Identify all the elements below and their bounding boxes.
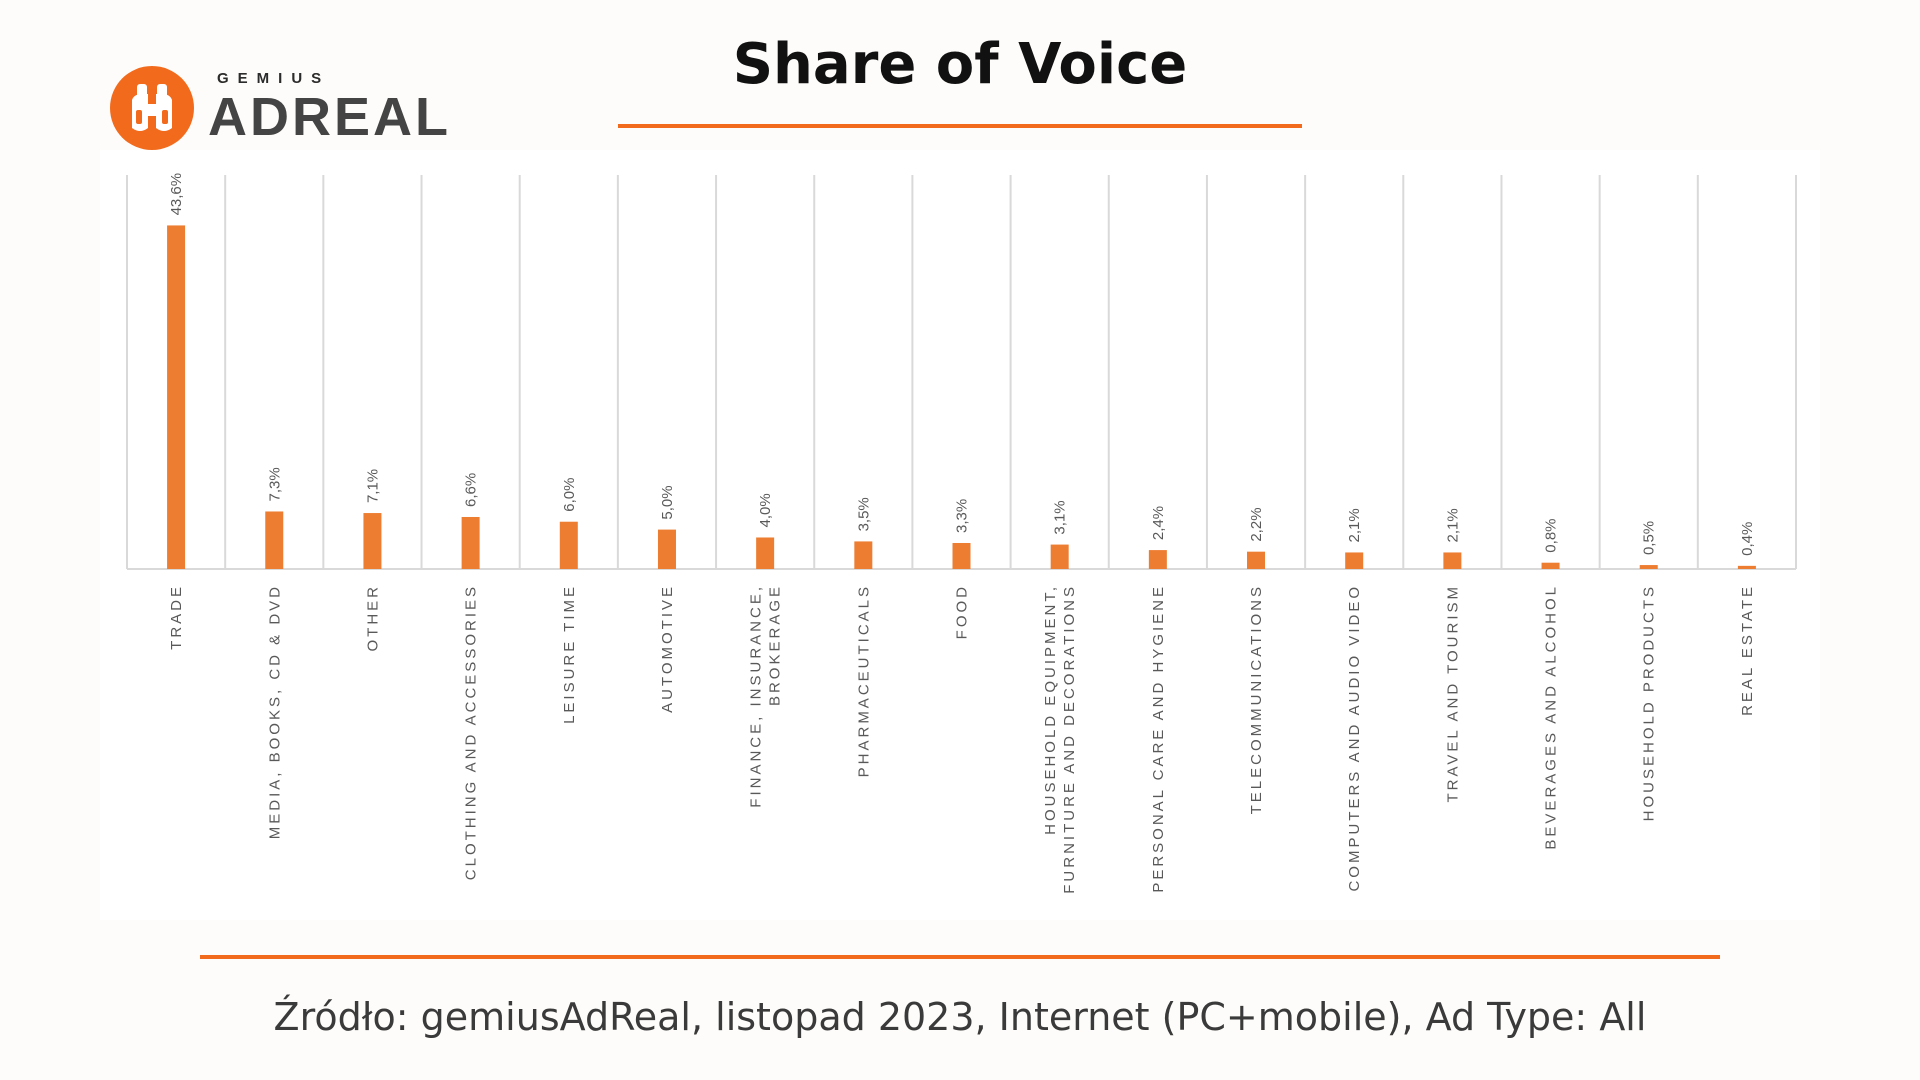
adreal-logo: GEMIUS ADREAL xyxy=(110,64,450,154)
bar xyxy=(1050,544,1069,569)
category-label: TRAVEL AND TOURISM xyxy=(1444,584,1461,802)
category-label: HOUSEHOLD PRODUCTS xyxy=(1641,584,1658,821)
data-label: 2,4% xyxy=(1150,506,1167,540)
bar xyxy=(657,529,676,569)
data-label: 2,1% xyxy=(1444,508,1461,542)
source-note: Źródło: gemiusAdReal, listopad 2023, Int… xyxy=(273,995,1647,1039)
bar xyxy=(1443,552,1462,569)
data-label: 3,3% xyxy=(954,499,971,533)
bar xyxy=(854,541,873,569)
data-label: 3,1% xyxy=(1052,500,1069,534)
category-label: BEVERAGES AND ALCOHOL xyxy=(1543,584,1560,850)
category-label: PHARMACEUTICALS xyxy=(855,584,872,777)
category-label: FINANCE, INSURANCE, xyxy=(748,584,765,808)
bar xyxy=(1247,551,1266,569)
data-label: 0,4% xyxy=(1739,522,1756,556)
share-of-voice-chart: 43,6% TRADE 7,3% MEDIA, BOOKS, CD & DVD 7,1%… xyxy=(126,173,1797,894)
bar xyxy=(461,516,480,569)
category-label: TELECOMMUNICATIONS xyxy=(1248,584,1265,814)
bar xyxy=(363,513,382,569)
data-label: 7,3% xyxy=(266,467,283,501)
category-label: TRADE xyxy=(168,584,185,650)
bar xyxy=(167,225,186,569)
logo-brand-text: ADREAL xyxy=(208,87,451,147)
bar xyxy=(1737,565,1756,569)
category-label: FURNITURE AND DECORATIONS xyxy=(1061,584,1078,894)
title-underline xyxy=(618,124,1302,128)
bar xyxy=(952,542,971,569)
bar xyxy=(756,537,775,569)
bar xyxy=(265,511,284,569)
category-label: COMPUTERS AND AUDIO VIDEO xyxy=(1346,584,1363,892)
data-label: 6,6% xyxy=(463,473,480,507)
page-title: Share of Voice xyxy=(732,32,1188,97)
bottom-divider xyxy=(200,955,1720,959)
data-label: 3,5% xyxy=(855,497,872,531)
category-label: REAL ESTATE xyxy=(1739,584,1756,716)
data-label: 43,6% xyxy=(168,173,185,216)
data-label: 4,0% xyxy=(757,493,774,527)
data-label: 6,0% xyxy=(561,478,578,512)
category-label: BROKERAGE xyxy=(767,584,784,706)
category-label: LEISURE TIME xyxy=(561,584,578,724)
category-label: CLOTHING AND ACCESSORIES xyxy=(463,584,480,880)
category-label: OTHER xyxy=(364,584,381,652)
data-label: 2,2% xyxy=(1248,507,1265,541)
data-label: 7,1% xyxy=(364,469,381,503)
data-label: 5,0% xyxy=(659,485,676,519)
logo-small-text: GEMIUS xyxy=(217,70,331,87)
binoculars-icon xyxy=(110,66,194,150)
bar xyxy=(1541,562,1560,569)
bar xyxy=(1345,552,1364,569)
category-label: FOOD xyxy=(954,584,971,639)
category-label: MEDIA, BOOKS, CD & DVD xyxy=(266,584,283,839)
chart-panel: 43,6% TRADE 7,3% MEDIA, BOOKS, CD & DVD 7,1%… xyxy=(100,150,1820,920)
data-label: 2,1% xyxy=(1346,508,1363,542)
data-label: 0,8% xyxy=(1543,518,1560,552)
category-label: HOUSEHOLD EQUIPMENT, xyxy=(1042,584,1059,835)
category-label: PERSONAL CARE AND HYGIENE xyxy=(1150,584,1167,893)
data-label: 0,5% xyxy=(1641,521,1658,555)
bar xyxy=(1148,550,1167,569)
bar xyxy=(1639,565,1658,569)
bar xyxy=(559,521,578,569)
category-label: AUTOMOTIVE xyxy=(659,584,676,713)
